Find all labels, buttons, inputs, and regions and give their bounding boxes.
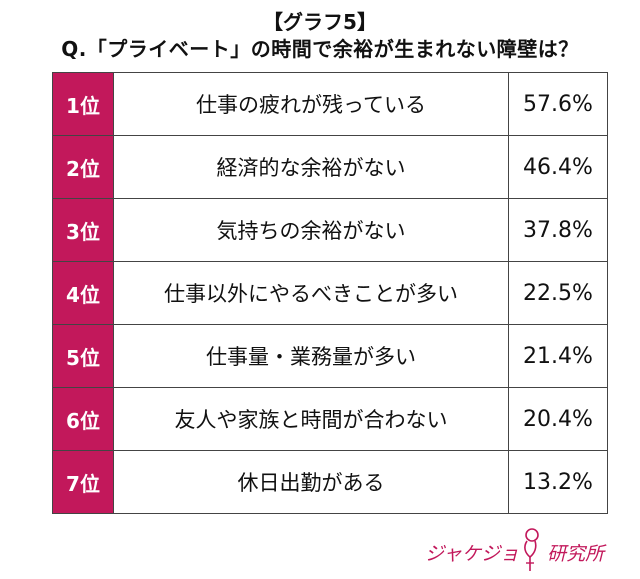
- item-cell: 休日出勤がある: [113, 451, 508, 513]
- item-cell: 仕事以外にやるべきことが多い: [113, 262, 508, 324]
- item-cell: 経済的な余裕がない: [113, 136, 508, 198]
- value-cell: 57.6%: [508, 73, 607, 135]
- rank-cell: 3位: [53, 199, 113, 261]
- table-row: 7位 休日出勤がある 13.2%: [53, 451, 607, 513]
- row-divider: [53, 450, 607, 451]
- logo-text: ジャケジョ 研究所: [425, 539, 604, 566]
- rank-cell: 2位: [53, 136, 113, 198]
- rank-cell: 4位: [53, 262, 113, 324]
- brand-logo: ジャケジョ 研究所: [425, 527, 625, 573]
- value-cell: 22.5%: [508, 262, 607, 324]
- figure-icon: [524, 528, 539, 571]
- value-cell: 21.4%: [508, 325, 607, 387]
- table-row: 5位 仕事量・業務量が多い 21.4%: [53, 325, 607, 387]
- value-cell: 13.2%: [508, 451, 607, 513]
- item-cell: 仕事の疲れが残っている: [113, 73, 508, 135]
- table-row: 6位 友人や家族と時間が合わない 20.4%: [53, 388, 607, 450]
- row-divider: [53, 135, 607, 136]
- logo-text-right: 研究所: [547, 543, 605, 565]
- row-divider: [53, 387, 607, 388]
- item-cell: 友人や家族と時間が合わない: [113, 388, 508, 450]
- row-divider: [53, 324, 607, 325]
- rank-cell: 1位: [53, 73, 113, 135]
- row-divider: [53, 261, 607, 262]
- table-row: 1位 仕事の疲れが残っている 57.6%: [53, 73, 607, 135]
- table-row: 3位 気持ちの余裕がない 37.8%: [53, 199, 607, 261]
- item-cell: 気持ちの余裕がない: [113, 199, 508, 261]
- ranking-table: 1位 仕事の疲れが残っている 57.6% 2位 経済的な余裕がない 46.4% …: [52, 72, 608, 514]
- value-cell: 20.4%: [508, 388, 607, 450]
- row-divider: [53, 198, 607, 199]
- rank-cell: 7位: [53, 451, 113, 513]
- item-cell: 仕事量・業務量が多い: [113, 325, 508, 387]
- rank-cell: 5位: [53, 325, 113, 387]
- chart-question: Q.「プライベート」の時間で余裕が生まれない障壁は？: [61, 37, 579, 61]
- value-cell: 46.4%: [508, 136, 607, 198]
- table-row: 4位 仕事以外にやるべきことが多い 22.5%: [53, 262, 607, 324]
- value-cell: 37.8%: [508, 199, 607, 261]
- logo-text-left: ジャケジョ: [425, 543, 520, 565]
- chart-label: 【グラフ5】: [263, 10, 377, 34]
- rank-cell: 6位: [53, 388, 113, 450]
- table-row: 2位 経済的な余裕がない 46.4%: [53, 136, 607, 198]
